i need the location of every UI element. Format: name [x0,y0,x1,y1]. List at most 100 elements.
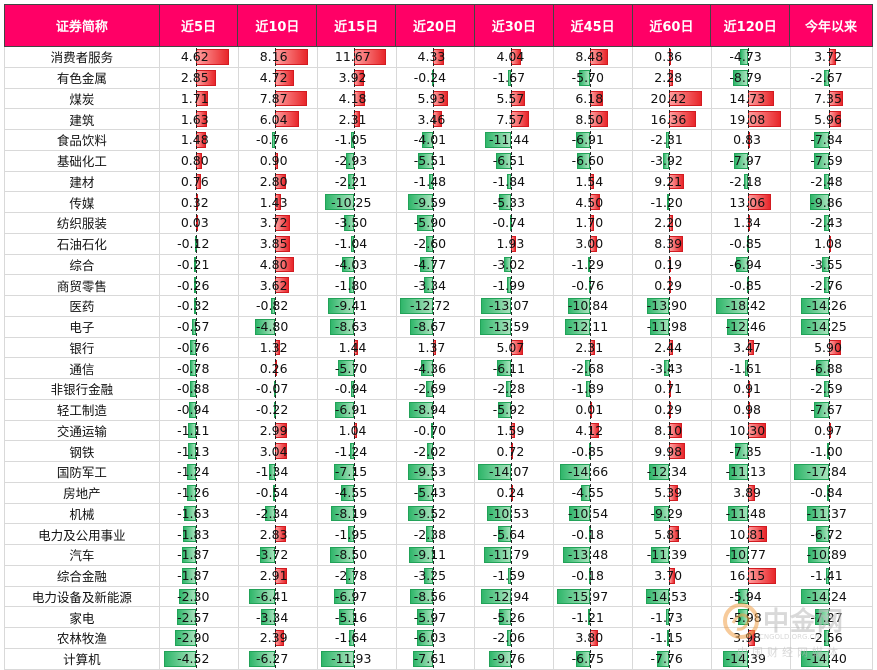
value-cell: -1.04 [318,233,397,254]
value-cell: 5.57 [475,88,555,109]
value-label: -1.73 [650,609,683,625]
negative-bar [330,505,354,522]
negative-bar [814,609,830,625]
value-label: -9.59 [413,194,447,210]
value-cell: 1.71 [160,88,239,109]
zero-axis-line [669,525,671,543]
table-row: 商贸零售 -0.26 3.62 -1.80 -3.34 -1.99 -0.76 0.29 -0.… [4,275,873,296]
zero-axis-line [432,566,434,585]
value-label: -4.55 [571,485,604,501]
negative-bar [349,630,354,646]
zero-axis-line [829,546,831,564]
value-cell: 3.46 [397,109,476,129]
value-label: 1.70 [575,215,604,231]
value-cell: 4.18 [318,88,397,109]
row-name: 电子 [5,316,160,337]
value-label: 5.39 [654,485,683,501]
negative-bar [667,630,670,646]
value-cell: -8.67 [397,316,476,337]
value-cell: 10.30 [712,420,792,441]
value-label: -1.20 [650,194,683,210]
zero-axis-line [748,172,750,191]
row-name: 建材 [5,171,160,192]
value-cell: -14.66 [554,462,634,482]
row-name: 商贸零售 [5,275,160,295]
value-label: 9.98 [654,443,683,459]
value-label: -3.55 [810,256,843,272]
value-label: -10.77 [725,547,766,563]
zero-axis-line [669,68,671,87]
value-label: -2.30 [177,588,210,604]
zero-axis-line [511,131,513,149]
negative-bar [329,318,354,335]
table-row: 传媒 0.32 1.43 -10.25 -9.59 -5.33 4.50 -1.20 13.06… [4,192,873,213]
value-label: 19.08 [729,111,766,127]
zero-axis-line [590,463,592,481]
zero-axis-line [829,193,831,211]
value-label: -1.87 [177,568,210,584]
zero-axis-line [511,400,513,419]
value-label: -9.53 [413,464,447,480]
value-cell: -1.80 [318,275,397,295]
value-cell: -5.16 [318,607,397,627]
value-cell: -2.02 [397,441,476,461]
zero-axis-line [590,131,592,149]
value-label: -2.18 [729,173,762,189]
value-cell: -9.76 [475,648,555,669]
value-label: -12.11 [567,319,609,335]
negative-bar [186,484,196,501]
value-label: -6.91 [334,402,368,418]
value-label: 3.04 [259,443,288,459]
zero-axis-line [669,504,671,523]
negative-bar [728,505,749,522]
value-label: -9.86 [810,194,843,210]
value-cell: -4.03 [318,254,397,275]
value-cell: -0.76 [554,275,634,295]
value-label: -14.07 [488,464,530,480]
zero-axis-line [748,400,750,419]
negative-bar [350,235,354,252]
zero-axis-line [274,172,276,191]
zero-axis-line [669,359,671,377]
value-cell: -1.61 [712,358,792,378]
value-cell: 0.90 [239,150,318,171]
value-cell: 3.72 [239,213,318,233]
value-label: -5.64 [492,526,526,542]
zero-axis-line [829,587,831,606]
value-cell: -8.79 [712,67,792,88]
column-header-period: 近30日 [475,5,554,46]
value-label: 2.31 [575,339,604,355]
value-label: -5.43 [413,485,447,501]
value-label: 3.92 [338,70,367,86]
negative-bar [416,630,433,646]
zero-axis-line [274,566,276,585]
column-header-period: 近15日 [317,5,397,46]
value-cell: 4.50 [554,192,634,212]
value-cell: 2.99 [239,420,318,441]
value-label: 4.80 [259,256,288,272]
zero-axis-line [195,525,197,543]
value-label: -9.41 [334,298,368,314]
value-cell: -17.84 [791,462,873,482]
table-row: 钢铁 -1.13 3.04 -1.24 -2.02 0.72 -0.85 9.98 -7.35 -… [4,441,873,462]
value-label: -1.59 [492,568,526,584]
value-label: -9.52 [413,505,447,521]
negative-bar [255,318,275,335]
negative-bar [330,547,354,563]
value-cell: 5.81 [633,524,713,544]
negative-bar [576,132,591,148]
value-cell: -12.46 [712,316,792,337]
value-label: -0.26 [177,277,210,293]
value-label: 1.54 [575,173,604,189]
value-cell: -12.72 [397,296,476,316]
value-label: -7.35 [729,443,762,459]
zero-axis-line [511,151,513,170]
zero-axis-line [195,442,197,460]
negative-bar [407,194,433,210]
value-label: 2.31 [338,111,367,127]
value-label: -13.59 [488,319,530,335]
value-label: -2.78 [334,568,368,584]
negative-bar [650,547,670,563]
value-cell: -0.32 [160,296,239,316]
value-label: -1.29 [571,256,604,272]
